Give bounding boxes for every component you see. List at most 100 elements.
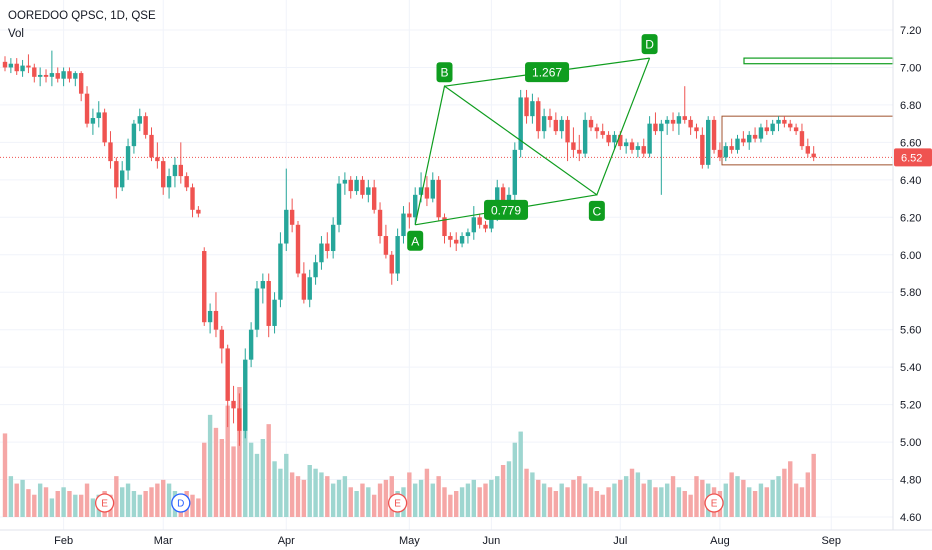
candle-body [395, 236, 400, 274]
candle [688, 116, 693, 135]
volume-bar [454, 491, 459, 517]
candle [237, 393, 242, 446]
candle [799, 123, 805, 150]
candle [319, 236, 324, 270]
dividend-marker[interactable]: D [171, 493, 191, 513]
volume-bar [371, 494, 377, 517]
candle-body [184, 176, 189, 188]
volume-bar [325, 476, 330, 517]
candle [371, 179, 377, 214]
last-price-tag: 6.52 [894, 148, 932, 167]
volume-bar [413, 483, 418, 517]
price-axis[interactable]: 7.20 7.00 6.80 6.60 6.40 6.20 6.00 5.80 5.60 5.40… [892, 0, 921, 530]
candle-body [500, 187, 506, 203]
candle-body [37, 74, 43, 77]
pattern-point-bg [407, 230, 424, 251]
candle-body [383, 236, 389, 255]
candle [260, 273, 266, 304]
candle [776, 116, 781, 132]
candle-body [776, 119, 781, 124]
volume-bar [811, 453, 816, 517]
volume-bar [606, 487, 611, 517]
candle-body [49, 73, 55, 77]
pattern-ratio-bg [525, 62, 570, 83]
volume-bar [723, 483, 728, 517]
candle [706, 116, 711, 169]
volume-bar [149, 487, 154, 517]
candle [664, 116, 670, 135]
volume-bar [623, 476, 629, 517]
volume-bar [782, 468, 787, 517]
candle [289, 198, 295, 233]
candle [547, 108, 553, 128]
candle [477, 213, 482, 229]
volume-bar [758, 483, 764, 517]
candle-body [465, 232, 471, 237]
candle [172, 157, 178, 188]
candle [764, 119, 769, 135]
candle [530, 93, 535, 124]
pattern-point-bg [436, 62, 453, 83]
candle-body [541, 116, 547, 132]
candle-body [618, 134, 623, 147]
candle-body [424, 187, 430, 199]
candle [202, 247, 207, 326]
candle-body [688, 119, 693, 128]
volume-bar [155, 483, 160, 517]
volume-label: Vol [8, 28, 24, 40]
earnings-marker[interactable]: E [387, 493, 408, 513]
candle-body [319, 243, 324, 263]
candle-body [73, 73, 78, 79]
candle [55, 67, 60, 83]
volume-bar [577, 476, 582, 517]
candle [8, 58, 14, 74]
candle [793, 123, 799, 135]
candle [114, 157, 119, 199]
volume-bar [243, 401, 248, 517]
candle-body [641, 146, 646, 154]
candle-body [401, 213, 406, 237]
candle [377, 202, 383, 244]
volume-bar [196, 498, 201, 517]
candle [729, 138, 734, 154]
candle [178, 142, 183, 184]
volume-bar [776, 476, 781, 517]
volume-bar [670, 476, 676, 517]
time-axis[interactable]: Feb Mar Apr May Jun Jul Aug Sep [0, 529, 932, 547]
candle-body [471, 217, 476, 233]
candle-body [430, 179, 435, 199]
candle-body [120, 170, 125, 188]
candle-body [219, 329, 225, 349]
volume-bar [202, 442, 207, 517]
volume-bar [477, 487, 482, 517]
candle-body [90, 118, 96, 124]
volume-bar [114, 476, 119, 517]
volume-bar [694, 476, 699, 517]
candle-body [477, 217, 482, 225]
candle [770, 119, 775, 135]
candle [694, 123, 699, 139]
candle-body [454, 239, 459, 244]
candle-body [413, 194, 418, 218]
candle [723, 142, 728, 162]
candle-body [272, 299, 277, 326]
pattern-point-b: B [436, 62, 453, 83]
volume-bar [530, 472, 535, 517]
volume-bar [700, 479, 705, 517]
candle-body [723, 146, 728, 158]
volume-bar [78, 494, 84, 517]
pattern-point-label: D [645, 38, 654, 52]
candle [284, 168, 289, 252]
earnings-marker[interactable]: E [704, 493, 724, 513]
candle-body [196, 209, 201, 214]
earnings-marker[interactable]: E [94, 493, 115, 513]
candle [137, 108, 142, 132]
candle-body [295, 224, 301, 274]
candle-body [102, 112, 107, 143]
volume-bar [73, 494, 78, 517]
candle [2, 56, 8, 72]
candle [524, 89, 529, 124]
candle [78, 71, 84, 102]
candle-body [764, 127, 769, 132]
